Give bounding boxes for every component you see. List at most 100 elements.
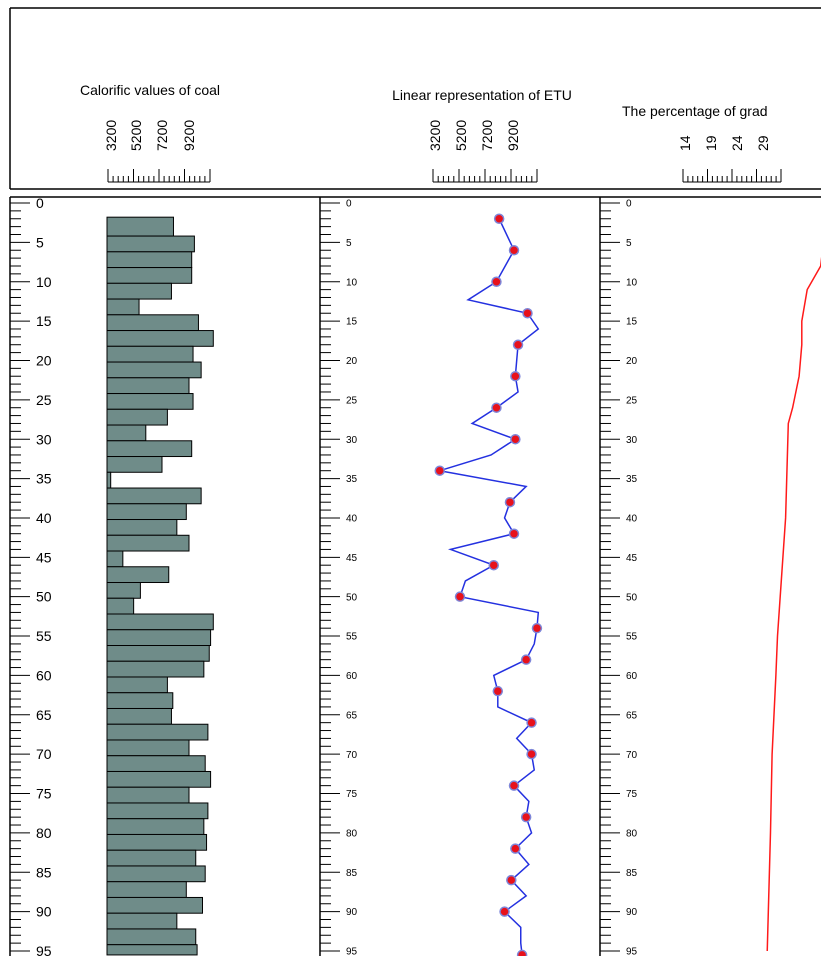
depth-tick-label: 95: [626, 947, 638, 956]
etu-point-marker: [492, 685, 504, 697]
calorific-bar: [106, 645, 210, 662]
etu-point-marker: [516, 949, 528, 956]
calorific-bar: [106, 928, 197, 946]
calorific-bar: [106, 755, 206, 772]
calorific-bar: [106, 424, 147, 442]
etu-point-marker: [520, 811, 532, 823]
calorific-bar: [106, 613, 214, 631]
calorific-bar: [106, 471, 112, 489]
etu-line-layer: [434, 213, 543, 956]
depth-tick-label: 85: [346, 868, 358, 879]
depth-tick-label: 65: [346, 710, 358, 721]
calorific-bar: [106, 282, 172, 300]
calorific-bar: [106, 251, 193, 269]
calorific-bar: [106, 298, 140, 316]
calorific-bar: [106, 503, 187, 521]
calorific-bar: [106, 566, 170, 584]
depth-tick-label: 85: [36, 864, 52, 880]
x-tick-label: 5200: [128, 120, 144, 151]
x-tick-label: 3200: [103, 120, 119, 151]
calorific-depth-axis: 0 5 10 15 20 25 30 35 40 45 50 55 60 65 70 75 80 85 90 95: [9, 195, 52, 956]
calorific-bar: [106, 267, 193, 284]
depth-tick-label: 65: [36, 707, 52, 723]
depth-tick-label: 55: [346, 632, 358, 643]
calorific-bar: [106, 849, 197, 867]
calorific-bar: [106, 865, 206, 883]
etu-point-marker: [434, 465, 445, 476]
calorific-bar: [106, 896, 203, 914]
calorific-bar: [106, 676, 168, 694]
calorific-bar: [106, 629, 212, 647]
depth-axes: 0510152025303540455055606570758085909505…: [9, 195, 638, 956]
calorific-bar: [106, 377, 190, 395]
depth-tick-label: 60: [346, 671, 358, 682]
depth-tick-label: 10: [346, 277, 358, 288]
calorific-bar: [106, 660, 205, 678]
depth-tick-label: 40: [626, 514, 638, 525]
etu-point-marker: [510, 843, 521, 854]
calorific-bar: [106, 235, 195, 253]
depth-tick-label: 75: [626, 789, 638, 800]
x-tick-label: 29: [755, 135, 771, 151]
depth-tick-label: 80: [626, 828, 638, 839]
x-scale-ruler: [107, 169, 211, 183]
etu-track-title: Linear representation of ETU: [392, 87, 572, 103]
depth-tick-label: 5: [36, 234, 44, 250]
depth-tick-label: 30: [626, 435, 638, 446]
calorific-bar: [106, 456, 163, 473]
etu-x-ticks: 3200 5200 7200 9200: [427, 120, 521, 151]
calorific-bar: [106, 802, 209, 820]
depth-tick-label: 0: [36, 195, 44, 211]
calorific-bar: [106, 330, 214, 347]
depth-tick-label: 55: [36, 628, 52, 644]
depth-tick-label: 5: [346, 238, 352, 249]
depth-tick-label: 0: [626, 199, 632, 210]
depth-tick-label: 15: [36, 313, 52, 329]
calorific-bar: [106, 408, 168, 426]
depth-tick-label: 15: [626, 317, 638, 328]
calorific-bar: [106, 582, 141, 599]
x-scale-ruler: [432, 169, 538, 183]
x-tick-label: 7200: [154, 120, 170, 151]
x-tick-label: 5200: [453, 120, 469, 151]
calorific-bar: [106, 912, 178, 930]
depth-tick-label: 70: [346, 750, 358, 761]
calorific-bar: [106, 345, 194, 363]
x-scale-ruler: [682, 169, 782, 183]
depth-tick-label: 60: [626, 671, 638, 682]
grade-depth-axis: 0 5 10 15 20 25 30 35 40 45 50 55 60 65 70 75 80 85 90 95: [599, 197, 638, 956]
etu-point-marker: [454, 591, 466, 602]
depth-tick-label: 50: [346, 592, 358, 603]
depth-tick-label: 85: [626, 868, 638, 879]
etu-point-marker: [520, 654, 532, 665]
etu-point-marker: [504, 496, 516, 508]
depth-tick-label: 5: [626, 238, 632, 249]
depth-tick-label: 50: [36, 589, 52, 605]
etu-point-marker: [526, 748, 537, 760]
calorific-bar: [106, 519, 178, 536]
calorific-bar: [106, 786, 190, 804]
calorific-bar: [106, 314, 199, 332]
etu-point-marker: [510, 370, 521, 382]
depth-tick-label: 80: [346, 828, 358, 839]
x-scale-rulers: [107, 169, 782, 183]
x-tick-label: 24: [729, 135, 745, 151]
depth-tick-label: 75: [346, 789, 358, 800]
depth-tick-label: 25: [626, 395, 638, 406]
etu-point-marker: [522, 307, 533, 319]
calorific-bar: [106, 770, 212, 788]
depth-tick-label: 45: [36, 549, 52, 565]
calorific-bar: [106, 534, 190, 552]
depth-tick-label: 30: [36, 431, 52, 447]
depth-tick-label: 95: [36, 943, 52, 956]
etu-point-marker: [508, 244, 520, 256]
calorific-bar: [106, 739, 190, 757]
depth-tick-label: 45: [626, 553, 638, 564]
grade-track-title: The percentage of grad: [622, 103, 768, 119]
depth-tick-label: 65: [626, 710, 638, 721]
etu-point-marker: [512, 339, 524, 350]
depth-tick-label: 10: [626, 277, 638, 288]
calorific-bar: [106, 692, 174, 709]
x-tick-label: 7200: [479, 120, 495, 151]
